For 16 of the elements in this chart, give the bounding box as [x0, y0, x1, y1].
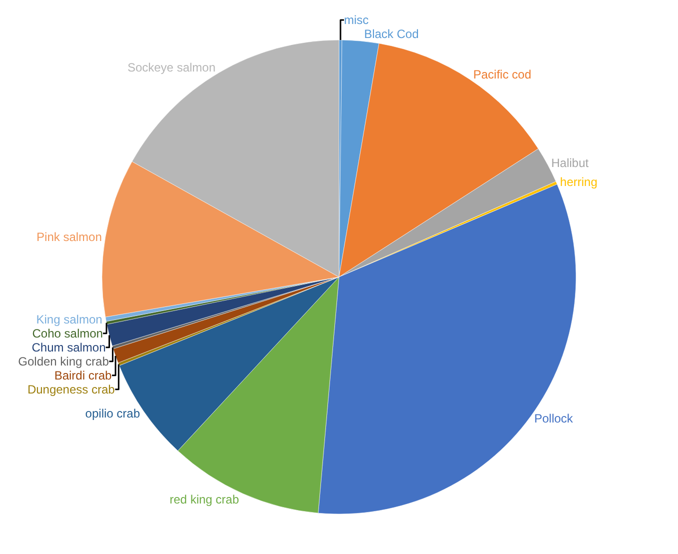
- slice-label: Coho salmon: [32, 326, 103, 340]
- slice-label: red king crab: [170, 492, 240, 506]
- slice-label: Pacific cod: [473, 67, 532, 82]
- slice-label: Pollock: [534, 412, 574, 426]
- slice-label: Black Cod: [364, 27, 419, 42]
- slice-label: Golden king crab: [18, 354, 110, 368]
- slice-label: Sockeye salmon: [127, 60, 216, 74]
- slice-label: Chum salmon: [32, 340, 106, 354]
- slice-label: Halibut: [551, 156, 590, 170]
- slice-label: Pink salmon: [36, 230, 102, 244]
- slice-label: Dungeness crab: [27, 382, 116, 396]
- slice-label: opilio crab: [85, 406, 140, 421]
- slice-label: Bairdi crab: [54, 368, 112, 382]
- slice-label: misc: [344, 13, 369, 28]
- slice-label: King salmon: [36, 312, 102, 326]
- slice-label: herring: [560, 174, 598, 189]
